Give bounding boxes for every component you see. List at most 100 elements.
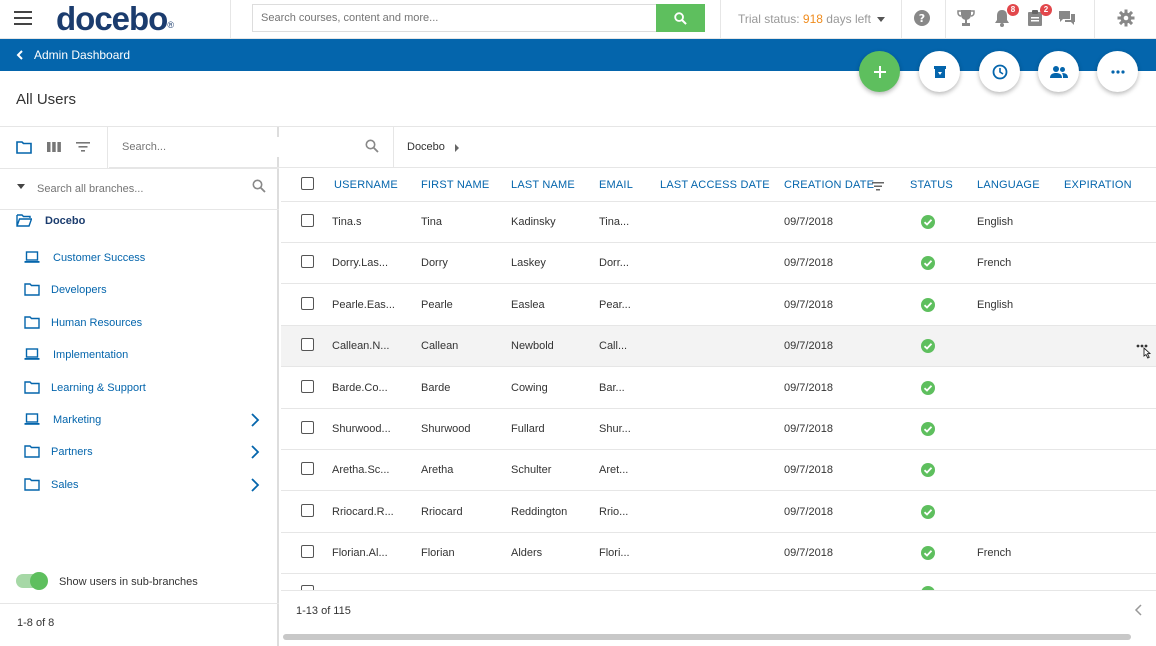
col-language[interactable]: LANGUAGE [977,179,1040,191]
table-row[interactable]: Dorry.Las... Dorry Laskey Dorr... 09/7/2018 F… [281,243,1156,285]
col-creation-date[interactable]: CREATION DATE [784,179,875,191]
cell-language: English [977,216,1014,228]
branch-item[interactable]: Learning & Support [0,375,279,403]
laptop-icon [24,251,40,263]
gear-icon[interactable] [1117,9,1137,29]
search-icon [674,11,687,25]
row-checkbox[interactable] [301,585,314,590]
filter-icon[interactable] [75,140,91,154]
logo[interactable]: docebo® [56,0,174,37]
assignments-badge: 2 [1040,4,1052,16]
branch-item[interactable]: Human Resources [0,310,279,338]
trial-status[interactable]: Trial status: 918 days left [738,12,885,26]
status-active-icon [921,256,935,271]
row-checkbox[interactable] [301,255,314,269]
sort-icon[interactable] [872,181,884,191]
pagination-count: 1-13 of 115 [296,605,351,617]
branch-item[interactable]: Marketing [0,407,279,435]
columns-icon[interactable] [46,140,62,154]
archive-button[interactable] [919,51,960,92]
row-checkbox[interactable] [301,214,314,227]
table-row[interactable]: Callean.N... Callean Newbold Call... 09/7/20… [281,326,1156,368]
table-row[interactable]: Tina.s Tina Kadinsky Tina... 09/7/2018 Englis… [281,202,1156,243]
table-row[interactable]: Aretha.Sc... Aretha Schulter Aret... 09/7/20… [281,450,1156,492]
add-icon [873,65,886,78]
select-all-checkbox[interactable] [301,177,314,190]
cell-creation-date: 09/7/2018 [784,505,833,518]
cell-email: Dorr... [599,257,629,270]
chevron-right-icon[interactable] [250,478,260,492]
menu-icon[interactable] [14,11,32,27]
view-toggle-group [0,127,108,168]
branch-search-input[interactable] [37,178,237,200]
trophy-icon[interactable] [956,9,976,29]
chevron-right-icon[interactable] [250,445,260,460]
col-email[interactable]: EMAIL [599,179,634,191]
chevron-left-icon[interactable] [1133,604,1143,616]
row-checkbox[interactable] [301,421,314,434]
status-active-icon [921,380,935,395]
clipboard-icon[interactable]: 2 [1026,4,1052,29]
cell-username: Dorry.Las... [332,257,389,270]
cell-first-name: Barde [421,381,451,394]
bell-icon[interactable]: 8 [993,4,1019,29]
branch-item[interactable]: Customer Success [0,245,279,273]
status-active-icon [921,463,935,478]
table-row[interactable] [281,573,1156,590]
status-active-icon [921,297,935,312]
row-more-icon[interactable] [1131,339,1155,361]
branch-item[interactable]: Implementation [0,342,279,370]
branch-label: Docebo [45,215,86,227]
cell-username: Callean.N... [332,340,390,353]
row-checkbox[interactable] [301,462,314,476]
status-active-icon [921,504,935,519]
col-expiration[interactable]: EXPIRATION [1064,179,1132,191]
groups-button[interactable] [1038,51,1079,92]
col-status[interactable]: STATUS [910,179,953,191]
divider [0,168,279,169]
cell-first-name: Florian [421,547,455,560]
more-button[interactable] [1097,51,1138,92]
breadcrumb-admin-dashboard[interactable]: Admin Dashboard [34,48,131,62]
chat-icon[interactable] [1058,9,1078,29]
col-last-access-date[interactable]: LAST ACCESS DATE [660,179,770,191]
col-first-name[interactable]: FIRST NAME [421,179,490,191]
breadcrumb-docebo[interactable]: Docebo [407,141,445,153]
global-search-input[interactable] [252,4,656,32]
status-active-icon [921,586,935,590]
col-last-name[interactable]: LAST NAME [511,179,575,191]
table-row[interactable]: Florian.Al... Florian Alders Flori... 09/7/2… [281,533,1156,575]
global-search-button[interactable] [656,4,705,32]
row-checkbox[interactable] [301,545,314,559]
chevron-right-icon[interactable] [250,413,260,427]
branch-label: Developers [51,284,107,297]
table-row[interactable]: Shurwood... Shurwood Fullard Shur... 09/7/20… [281,409,1156,450]
row-checkbox[interactable] [301,503,314,517]
col-username[interactable]: USERNAME [334,179,398,191]
history-button[interactable] [979,51,1020,92]
add-button[interactable] [859,51,900,92]
horizontal-scrollbar[interactable] [283,634,1131,640]
row-checkbox[interactable] [301,296,314,310]
caret-right-icon[interactable] [455,144,459,152]
user-search-input[interactable] [122,137,352,157]
sub-branches-toggle[interactable] [16,572,48,590]
row-checkbox[interactable] [301,338,314,352]
search-icon[interactable] [252,179,266,193]
branch-item[interactable]: Sales [0,472,279,500]
caret-down-icon[interactable] [17,184,25,189]
search-icon[interactable] [365,139,379,153]
help-icon[interactable]: ? [913,9,933,29]
chevron-left-icon[interactable] [16,50,24,60]
row-checkbox[interactable] [301,379,314,393]
folder-view-icon[interactable] [16,140,32,154]
branch-item[interactable]: Partners [0,439,279,467]
branch-root-docebo[interactable]: Docebo [0,208,279,236]
table-row[interactable]: Pearle.Eas... Pearle Easlea Pear... 09/7/201… [281,285,1156,326]
archive-icon [933,65,946,78]
branch-panel: Docebo Customer Success Developers Human R… [0,127,279,646]
table-row[interactable]: Rriocard.R... Rriocard Reddington Rrio... 09… [281,492,1156,533]
table-header: USERNAME FIRST NAME LAST NAME EMAIL LAST… [281,168,1156,202]
branch-item[interactable]: Developers [0,277,279,305]
table-row[interactable]: Barde.Co... Barde Cowing Bar... 09/7/2018 [281,368,1156,409]
